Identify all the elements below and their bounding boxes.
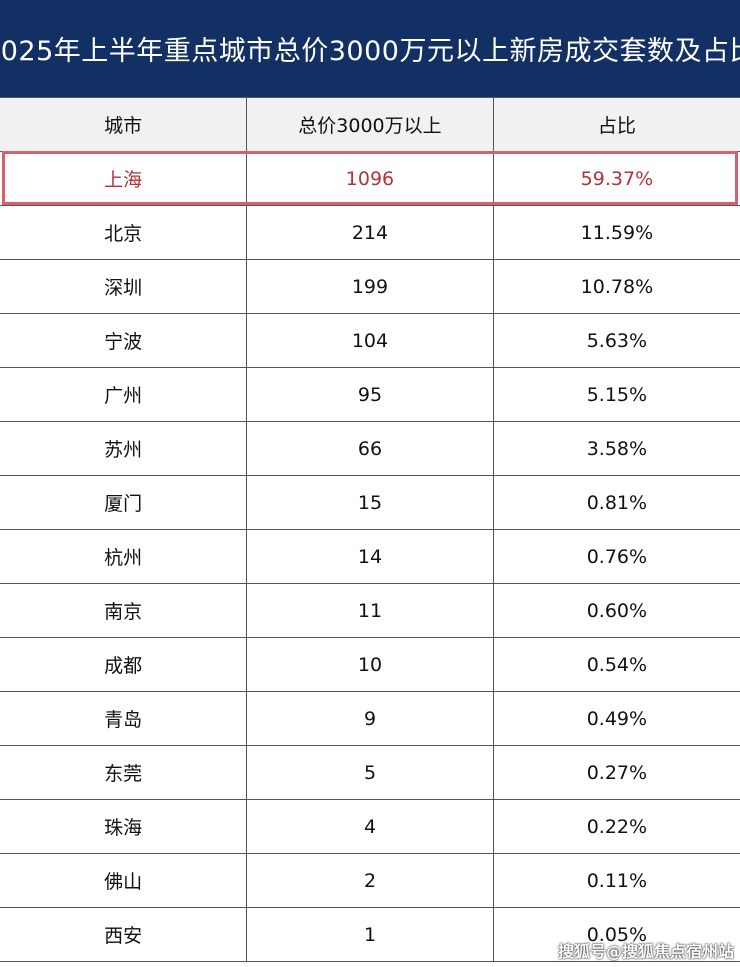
city-cell: 杭州	[0, 529, 248, 584]
share-cell: 5.63%	[492, 313, 740, 368]
share-cell: 59.37%	[492, 151, 740, 206]
count-cell: 199	[246, 259, 494, 314]
table-row: 青岛 9 0.49%	[0, 691, 740, 746]
column-header: 总价3000万以上	[246, 97, 494, 152]
column-header: 城市	[0, 97, 248, 152]
count-cell: 104	[246, 313, 494, 368]
table-row: 杭州 14 0.76%	[0, 529, 740, 584]
count-cell: 5	[246, 745, 494, 800]
table-row: 成都 10 0.54%	[0, 637, 740, 692]
share-cell: 5.15%	[492, 367, 740, 422]
watermark: 搜狐号@搜狐焦点宿州站	[557, 942, 734, 961]
count-cell: 10	[246, 637, 494, 692]
share-cell: 10.78%	[492, 259, 740, 314]
table-row: 南京 11 0.60%	[0, 583, 740, 638]
count-cell: 15	[246, 475, 494, 530]
table-row: 深圳 199 10.78%	[0, 259, 740, 314]
column-header: 占比	[492, 97, 740, 152]
share-cell: 0.76%	[492, 529, 740, 584]
table-row: 广州 95 5.15%	[0, 367, 740, 422]
share-cell: 0.60%	[492, 583, 740, 638]
share-cell: 0.81%	[492, 475, 740, 530]
table-title: 2025年上半年重点城市总价3000万元以上新房成交套数及占比	[0, 0, 740, 97]
city-cell: 珠海	[0, 799, 248, 854]
city-cell: 东莞	[0, 745, 248, 800]
table-row: 佛山 2 0.11%	[0, 853, 740, 908]
table-row: 苏州 66 3.58%	[0, 421, 740, 476]
share-cell: 0.11%	[492, 853, 740, 908]
city-cell: 北京	[0, 205, 248, 260]
count-cell: 1	[246, 907, 494, 962]
city-cell: 上海	[0, 151, 248, 206]
share-cell: 11.59%	[492, 205, 740, 260]
share-cell: 3.58%	[492, 421, 740, 476]
count-cell: 14	[246, 529, 494, 584]
table-row: 北京 214 11.59%	[0, 205, 740, 260]
count-cell: 66	[246, 421, 494, 476]
table-row: 东莞 5 0.27%	[0, 745, 740, 800]
city-cell: 南京	[0, 583, 248, 638]
count-cell: 11	[246, 583, 494, 638]
count-cell: 2	[246, 853, 494, 908]
share-cell: 0.49%	[492, 691, 740, 746]
count-cell: 95	[246, 367, 494, 422]
city-cell: 青岛	[0, 691, 248, 746]
share-cell: 0.54%	[492, 637, 740, 692]
share-cell: 0.22%	[492, 799, 740, 854]
table-row: 厦门 15 0.81%	[0, 475, 740, 530]
count-cell: 1096	[246, 151, 494, 206]
city-cell: 深圳	[0, 259, 248, 314]
city-cell: 宁波	[0, 313, 248, 368]
city-cell: 成都	[0, 637, 248, 692]
city-cell: 西安	[0, 907, 248, 962]
table-row: 珠海 4 0.22%	[0, 799, 740, 854]
city-cell: 广州	[0, 367, 248, 422]
header-row: 城市 总价3000万以上 占比	[0, 97, 740, 152]
share-cell: 0.27%	[492, 745, 740, 800]
table-row: 西安 1 0.05%	[0, 907, 740, 962]
city-cell: 厦门	[0, 475, 248, 530]
count-cell: 214	[246, 205, 494, 260]
data-table: 城市 总价3000万以上 占比 上海 1096 59.37% 北京 214 11.59% 深…	[0, 97, 740, 962]
table-row: 上海 1096 59.37%	[0, 151, 740, 206]
city-cell: 佛山	[0, 853, 248, 908]
city-cell: 苏州	[0, 421, 248, 476]
count-cell: 9	[246, 691, 494, 746]
table-row: 宁波 104 5.63%	[0, 313, 740, 368]
count-cell: 4	[246, 799, 494, 854]
share-cell: 0.05%	[492, 907, 740, 962]
